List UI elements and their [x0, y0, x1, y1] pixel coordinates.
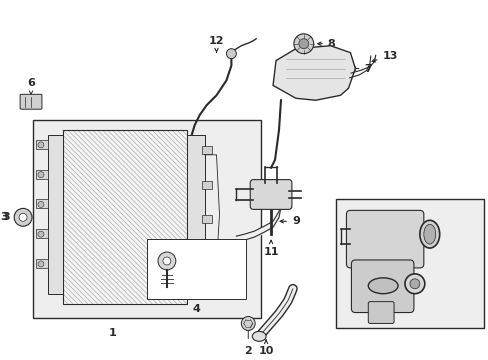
Ellipse shape: [252, 332, 265, 341]
Bar: [201, 250, 211, 258]
Text: 10: 10: [258, 340, 273, 356]
Text: 3: 3: [0, 212, 8, 222]
Ellipse shape: [367, 278, 397, 294]
Text: 16: 16: [347, 281, 370, 291]
Bar: [201, 181, 211, 189]
Circle shape: [163, 257, 170, 265]
Circle shape: [409, 279, 419, 289]
Text: 17: 17: [427, 272, 449, 283]
Ellipse shape: [419, 220, 439, 248]
Text: 2: 2: [244, 346, 252, 356]
Text: 3: 3: [2, 212, 10, 222]
Bar: [62, 130, 186, 303]
Bar: [36, 199, 48, 208]
FancyBboxPatch shape: [351, 260, 413, 312]
FancyBboxPatch shape: [367, 302, 393, 323]
Bar: [48, 135, 62, 294]
Circle shape: [38, 202, 44, 207]
Text: 7: 7: [352, 63, 371, 73]
FancyBboxPatch shape: [250, 180, 291, 210]
Bar: [186, 135, 204, 294]
Text: 6: 6: [27, 78, 35, 88]
Text: 13: 13: [371, 51, 397, 62]
Circle shape: [38, 261, 44, 267]
Bar: [335, 199, 483, 328]
Text: 5: 5: [181, 254, 210, 264]
Text: 8: 8: [317, 39, 335, 49]
Circle shape: [19, 213, 27, 221]
Bar: [147, 239, 246, 299]
Text: 4: 4: [192, 303, 200, 314]
Bar: [201, 146, 211, 154]
FancyBboxPatch shape: [346, 210, 423, 268]
Text: 9: 9: [280, 216, 299, 226]
Circle shape: [298, 39, 308, 49]
Text: 3: 3: [14, 212, 22, 222]
FancyBboxPatch shape: [20, 94, 42, 109]
Bar: [201, 215, 211, 223]
Circle shape: [38, 172, 44, 177]
Text: 15: 15: [434, 224, 449, 234]
Bar: [36, 259, 48, 268]
Bar: [201, 280, 211, 288]
Circle shape: [241, 316, 255, 330]
Circle shape: [293, 34, 313, 54]
Bar: [62, 130, 186, 303]
Circle shape: [38, 231, 44, 237]
Polygon shape: [272, 46, 355, 100]
Circle shape: [38, 142, 44, 148]
Text: 1: 1: [108, 328, 116, 338]
Bar: [36, 140, 48, 149]
Text: 11: 11: [263, 240, 278, 257]
Circle shape: [404, 274, 424, 294]
Ellipse shape: [423, 224, 435, 244]
Bar: [36, 229, 48, 238]
Text: 12: 12: [208, 36, 224, 52]
Bar: [33, 120, 261, 319]
Bar: [36, 170, 48, 179]
Circle shape: [14, 208, 32, 226]
Circle shape: [158, 252, 176, 270]
Circle shape: [226, 49, 236, 59]
Text: 14: 14: [401, 314, 417, 323]
